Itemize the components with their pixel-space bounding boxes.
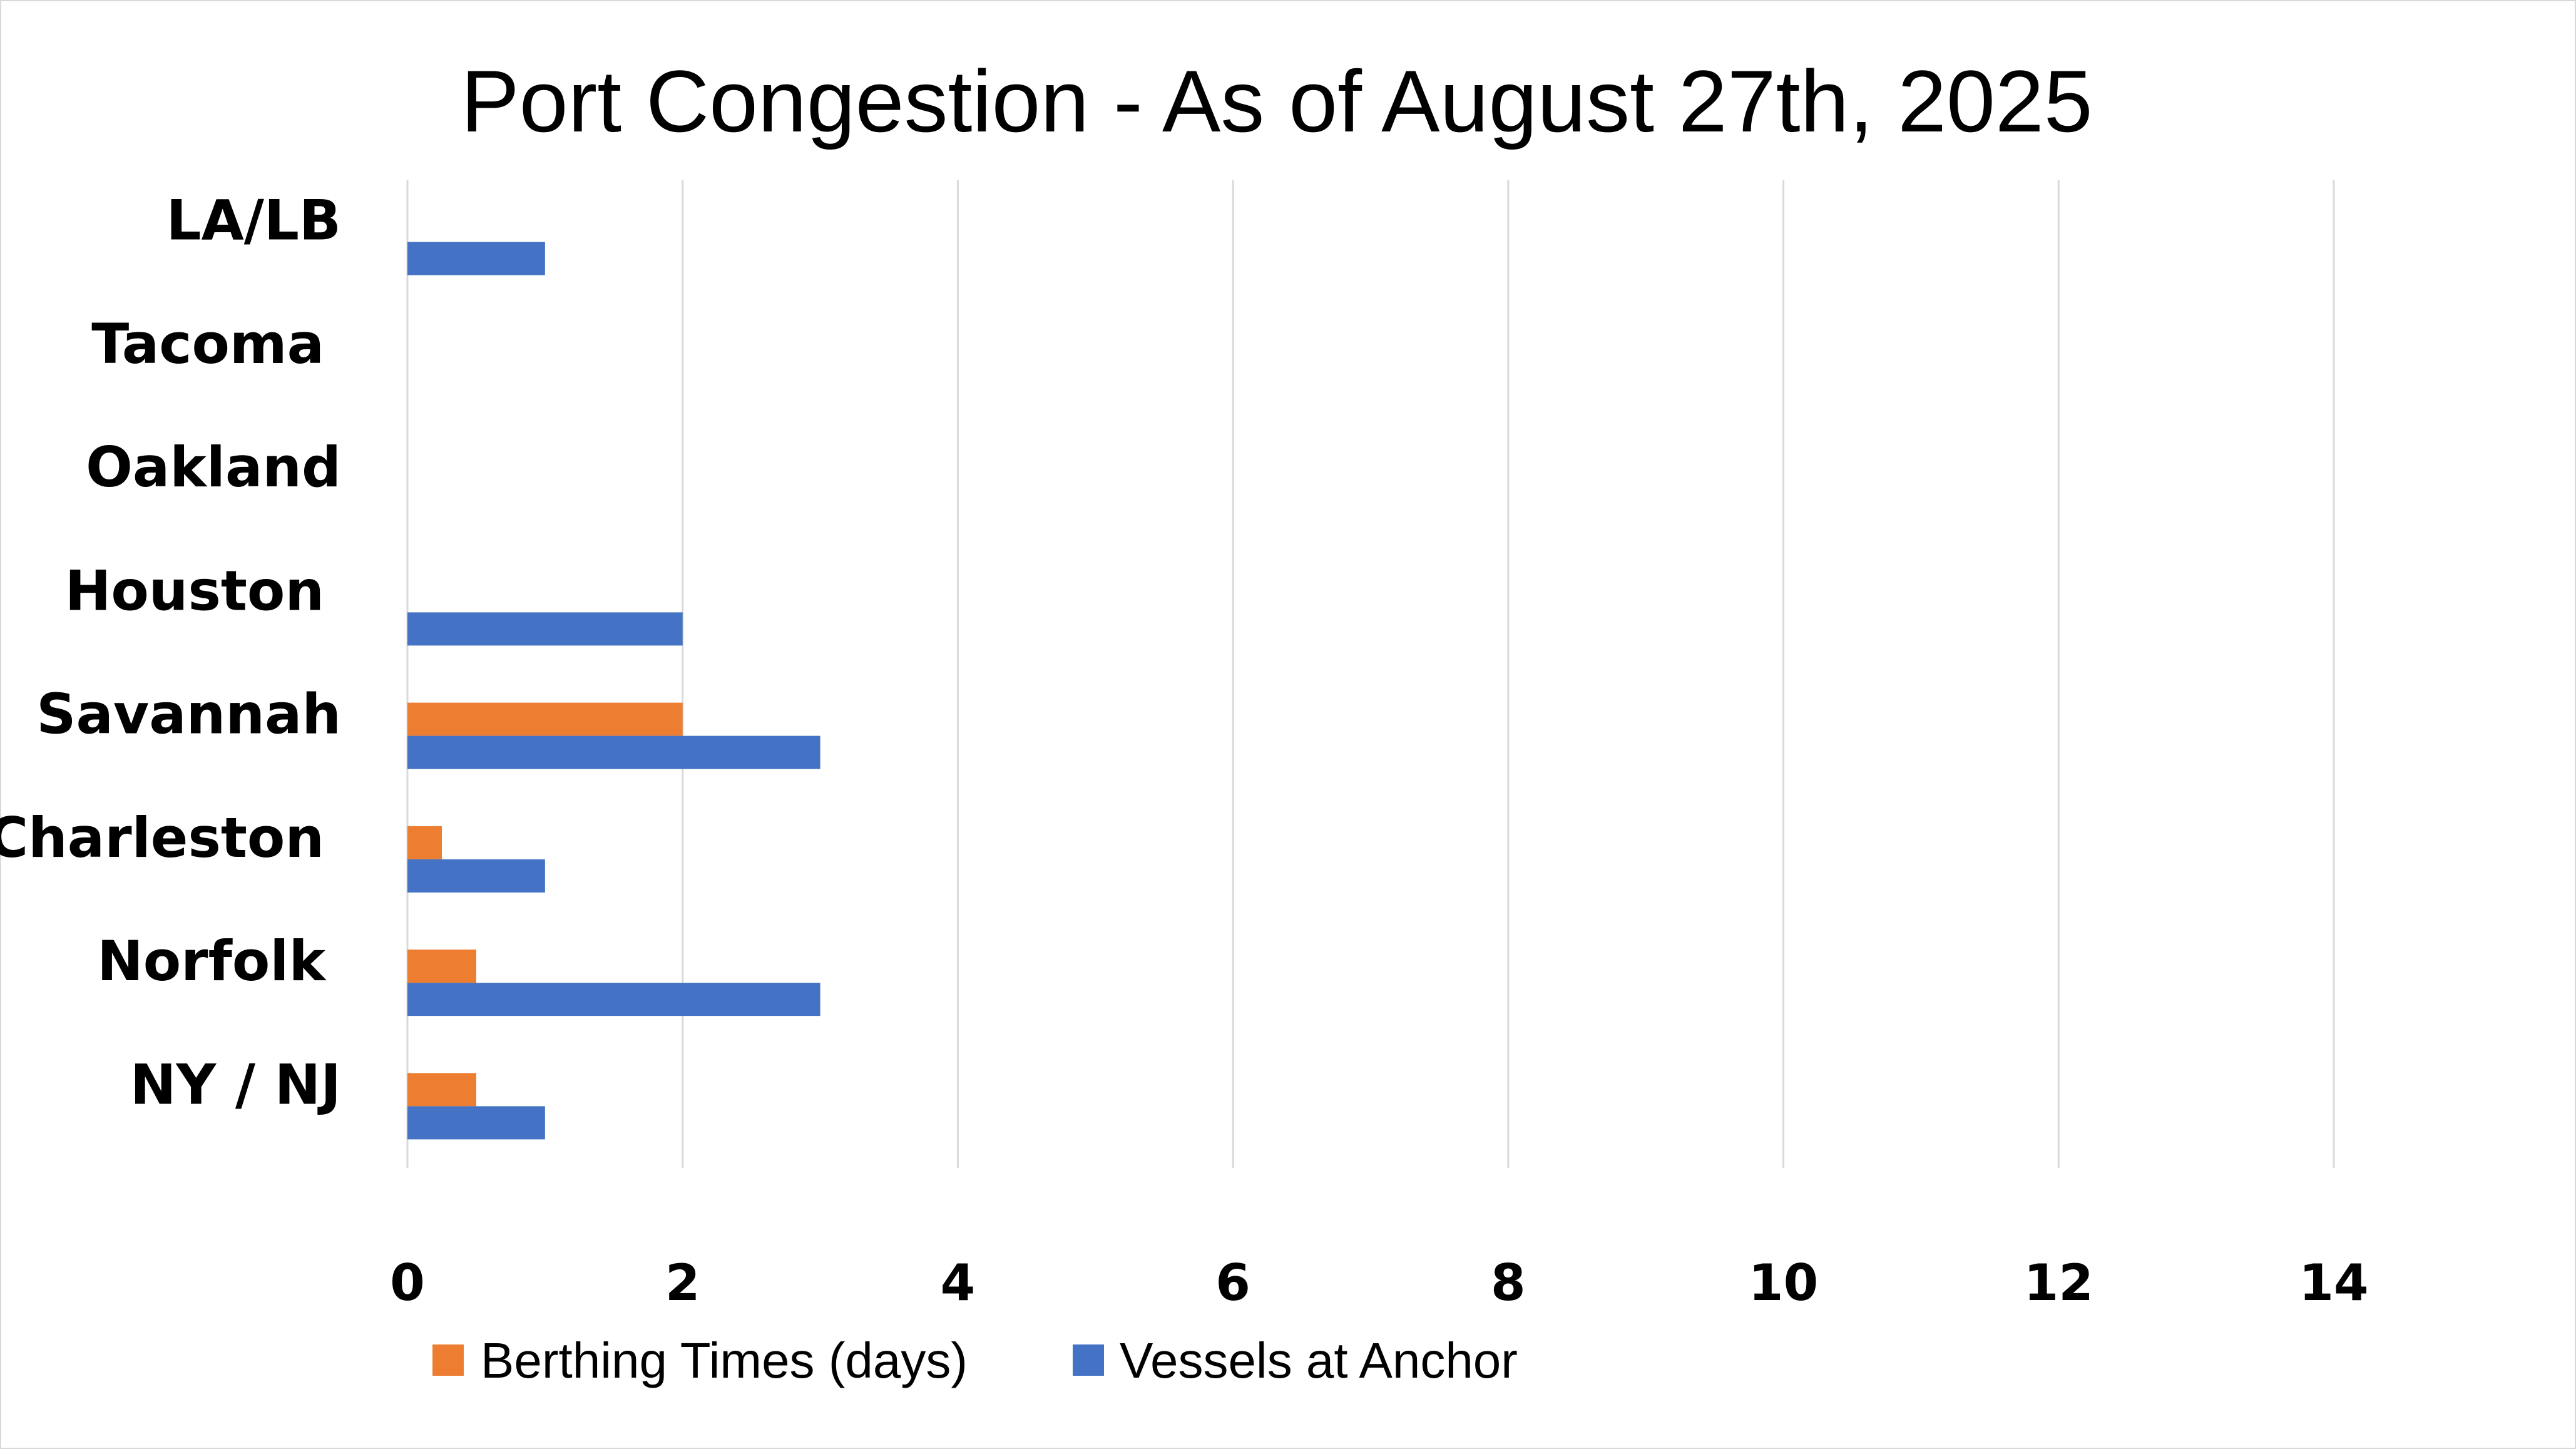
category-label-norfolk: Norfolk [97, 929, 327, 993]
bar-berthing-times-days-ny-nj [407, 1073, 476, 1107]
category-label-oakland: Oakland [86, 435, 341, 499]
category-label-la-lb: LA/LB [166, 188, 341, 253]
bar-vessels-at-anchor-houston [407, 612, 683, 646]
legend-swatch-vessels-at-anchor [1073, 1344, 1104, 1376]
x-tick-label-8: 8 [1491, 1254, 1526, 1312]
bar-vessels-at-anchor-norfolk [407, 983, 820, 1016]
x-tick-label-12: 12 [2024, 1254, 2093, 1312]
category-label-ny-nj: NY / NJ [130, 1052, 341, 1117]
bar-vessels-at-anchor-la-lb [407, 242, 545, 275]
x-tick-label-2: 2 [665, 1254, 700, 1312]
x-tick-label-6: 6 [1215, 1254, 1250, 1312]
bar-vessels-at-anchor-ny-nj [407, 1106, 545, 1140]
category-label-charleston: Charleston [0, 806, 324, 870]
category-label-savannah: Savannah [36, 682, 341, 747]
x-tick-labels: 0 2 4 6 8 10 12 14 [390, 1254, 2369, 1312]
bar-vessels-at-anchor-savannah [407, 735, 820, 769]
category-label-houston: Houston [65, 558, 324, 623]
bars [407, 242, 820, 1140]
x-tick-label-4: 4 [941, 1254, 976, 1312]
legend: Berthing Times (days) Vessels at Anchor [432, 1333, 1518, 1388]
category-labels: LA/LB Tacoma Oakland Houston Savannah Charles… [0, 188, 341, 1117]
bar-berthing-times-days-norfolk [407, 950, 476, 983]
x-tick-label-14: 14 [2299, 1254, 2368, 1312]
legend-label-berthing-times: Berthing Times (days) [481, 1333, 968, 1388]
legend-label-vessels-at-anchor: Vessels at Anchor [1120, 1333, 1518, 1388]
legend-swatch-berthing-times [432, 1344, 464, 1376]
bar-berthing-times-days-savannah [407, 702, 683, 736]
bar-berthing-times-days-charleston [407, 826, 442, 859]
chart-title: Port Congestion - As of August 27th, 202… [461, 52, 2092, 150]
x-tick-label-10: 10 [1749, 1254, 1818, 1312]
gridlines [406, 180, 2335, 1168]
x-tick-label-0: 0 [390, 1254, 425, 1312]
bar-vessels-at-anchor-charleston [407, 859, 545, 893]
category-label-tacoma: Tacoma [91, 312, 324, 376]
